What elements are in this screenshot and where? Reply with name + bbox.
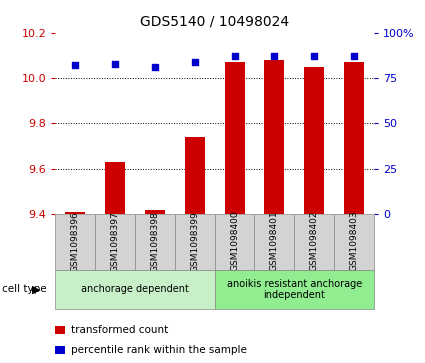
Point: [311, 53, 317, 59]
Bar: [334, 214, 374, 270]
Text: cell type: cell type: [2, 285, 47, 294]
Bar: [55, 270, 215, 309]
Text: GSM1098403: GSM1098403: [350, 211, 359, 272]
Bar: [185, 137, 205, 214]
Bar: [175, 214, 215, 270]
Text: anoikis resistant anchorage
independent: anoikis resistant anchorage independent: [227, 279, 362, 300]
Bar: [145, 210, 165, 214]
Bar: [215, 270, 374, 309]
Text: transformed count: transformed count: [71, 325, 169, 335]
Title: GDS5140 / 10498024: GDS5140 / 10498024: [140, 15, 289, 29]
Bar: [95, 214, 135, 270]
Text: GSM1098396: GSM1098396: [71, 211, 79, 272]
Bar: [304, 67, 324, 214]
Point: [112, 61, 119, 66]
Text: GSM1098401: GSM1098401: [270, 211, 279, 272]
Text: GSM1098397: GSM1098397: [110, 211, 119, 272]
Bar: [264, 60, 284, 214]
Point: [351, 53, 357, 59]
Bar: [224, 62, 244, 214]
Bar: [65, 212, 85, 214]
Text: percentile rank within the sample: percentile rank within the sample: [71, 345, 247, 355]
Bar: [105, 162, 125, 214]
Point: [151, 64, 158, 70]
Bar: [344, 62, 364, 214]
Text: ▶: ▶: [32, 285, 41, 294]
Point: [271, 53, 278, 59]
Bar: [55, 214, 95, 270]
Bar: [215, 214, 255, 270]
Text: GSM1098398: GSM1098398: [150, 211, 159, 272]
Text: GSM1098400: GSM1098400: [230, 211, 239, 272]
Text: anchorage dependent: anchorage dependent: [81, 285, 189, 294]
Point: [191, 59, 198, 65]
Bar: [135, 214, 175, 270]
Bar: [294, 214, 334, 270]
Point: [72, 62, 79, 68]
Text: GSM1098399: GSM1098399: [190, 211, 199, 272]
Text: GSM1098402: GSM1098402: [310, 211, 319, 272]
Point: [231, 53, 238, 59]
Bar: [255, 214, 294, 270]
